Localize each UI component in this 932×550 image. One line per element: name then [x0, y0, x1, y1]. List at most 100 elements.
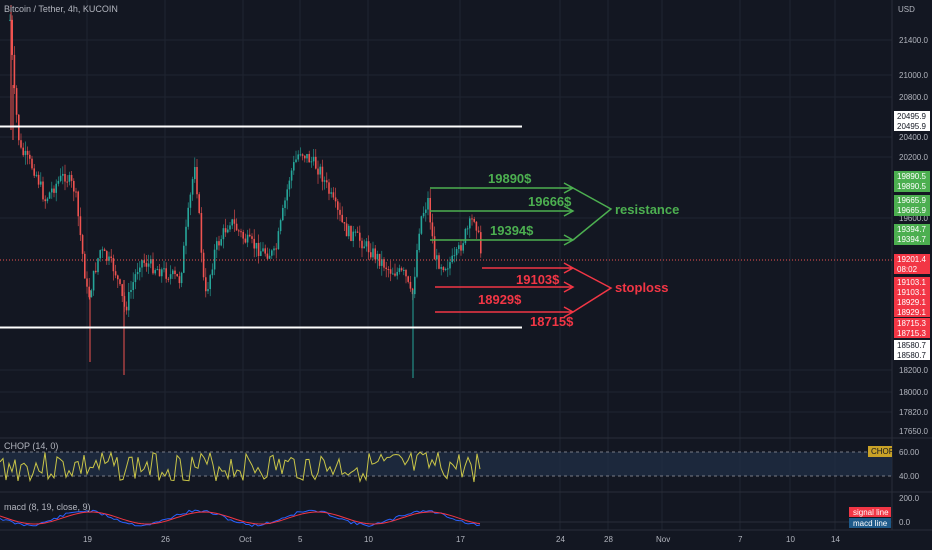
candle-body [117, 275, 119, 280]
candle-body [286, 189, 288, 201]
grid [0, 0, 892, 530]
candle-body [365, 241, 368, 247]
candle-body [220, 239, 222, 246]
price-axis[interactable]: USD 21400.0 21000.0 20800.0 20400.0 2020… [898, 5, 928, 436]
candle-body [198, 194, 200, 214]
candle-body [462, 243, 464, 251]
candle-body [458, 245, 460, 250]
candle-body [110, 256, 112, 259]
candle-body [31, 158, 33, 169]
candle-body [295, 159, 297, 163]
price-tag-red: 19103.1 [897, 288, 926, 297]
candle-body [372, 248, 374, 258]
candle-body [48, 192, 51, 199]
chop-badge [868, 446, 892, 457]
time-tick: Oct [239, 535, 252, 544]
candle-body [392, 273, 394, 275]
candle-body [156, 269, 159, 271]
candle-body [152, 259, 154, 274]
candle-body [40, 181, 42, 185]
macd-indicator-title[interactable]: macd (8, 19, close, 9) [4, 502, 91, 512]
candle-body [132, 282, 134, 290]
candle-body [420, 216, 423, 234]
candle-body [194, 167, 196, 180]
candle-body [436, 255, 438, 260]
time-axis[interactable]: 19 26 Oct 5 10 17 24 28 Nov 7 10 14 [83, 535, 840, 544]
candle-body [202, 252, 205, 278]
chop-tick: 40.00 [899, 472, 920, 481]
candle-body [253, 238, 255, 249]
candle-body [176, 274, 178, 277]
candle-body [475, 221, 478, 231]
candle-body [337, 201, 339, 210]
price-tick: 18000.0 [899, 388, 928, 397]
time-tick: 26 [161, 535, 170, 544]
chop-indicator-title[interactable]: CHOP (14, 0) [4, 441, 59, 451]
candle-body [163, 268, 165, 270]
candle-body [383, 259, 385, 268]
candle-body [29, 154, 31, 159]
price-tag-red: 18715.3 [897, 329, 926, 338]
candle-body [341, 214, 343, 223]
candle-body [378, 253, 381, 266]
price-tick: 20800.0 [899, 93, 928, 102]
candle-body [418, 233, 420, 251]
candle-body [361, 240, 363, 249]
candle-body [255, 242, 258, 249]
candle-body [271, 250, 273, 256]
time-tick: 14 [831, 535, 840, 544]
macd-line-badge-text: macd line [853, 519, 888, 528]
macd-tick: 200.0 [899, 494, 920, 503]
candle-body [158, 269, 161, 277]
candle-body [348, 225, 350, 237]
candle-body [343, 222, 346, 224]
candle-body [376, 253, 379, 260]
time-tick: 28 [604, 535, 613, 544]
candle-body [400, 268, 403, 271]
candle-body [189, 194, 192, 208]
candle-body [42, 181, 44, 200]
candle-body [403, 269, 405, 271]
candle-body [62, 173, 64, 176]
candle-body [37, 174, 40, 185]
price-tag-red: 18929.1 [897, 298, 926, 307]
candle-body [57, 180, 60, 184]
candle-body [352, 231, 354, 241]
stoploss-label: stoploss [615, 280, 668, 295]
candle-body [101, 249, 104, 251]
price-tick: 21400.0 [899, 36, 928, 45]
candle-body [191, 179, 194, 195]
candle-body [374, 248, 376, 260]
candle-body [64, 173, 66, 182]
candle-body [469, 218, 471, 229]
candle-body [20, 140, 22, 148]
price-tag-white: 20495.9 [897, 122, 926, 131]
resistance-levels [430, 182, 613, 246]
time-tick: 10 [786, 535, 795, 544]
candle-body [279, 220, 282, 232]
candle-body [128, 292, 130, 311]
candle-body [92, 270, 95, 291]
candle-body [460, 245, 462, 251]
candle-body [297, 154, 299, 160]
candle-body [453, 255, 456, 257]
candle-body [209, 275, 211, 290]
macd-line-badge [849, 518, 891, 528]
candle-body [103, 249, 106, 252]
candle-body [317, 168, 319, 175]
candle-body [442, 267, 445, 271]
candle-body [172, 270, 174, 275]
candle-body [165, 268, 167, 279]
candle-body [143, 260, 145, 263]
candle-body [233, 219, 236, 224]
candle-body [183, 245, 185, 273]
candle-body [301, 154, 304, 156]
candle-body [13, 54, 16, 89]
candle-body [84, 253, 86, 279]
candle-body [304, 155, 306, 159]
candle-body [356, 231, 359, 233]
candle-body [24, 150, 27, 156]
currency-label: USD [898, 5, 915, 14]
candle-body [242, 231, 244, 239]
